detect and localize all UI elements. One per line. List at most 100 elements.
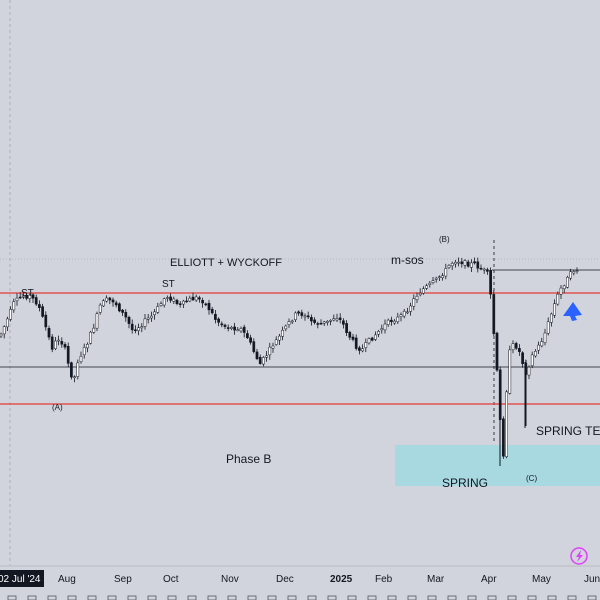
candle-body: [527, 366, 531, 376]
candle-body: [313, 319, 316, 323]
candle-body: [370, 337, 374, 341]
toolbar-tool-icon[interactable]: [567, 595, 577, 600]
candle-body: [242, 326, 246, 333]
candle-body: [476, 261, 480, 269]
candle-body: [281, 330, 284, 337]
candle-body: [367, 338, 371, 344]
candle-body: [201, 300, 204, 304]
msos-label: m-sos: [391, 253, 424, 267]
candle-body: [111, 299, 115, 303]
toolbar-tool-icon[interactable]: [427, 595, 437, 600]
toolbar-tool-icon[interactable]: [327, 595, 337, 600]
candle-body: [57, 339, 60, 342]
candle-body: [534, 350, 537, 357]
drawing-toolbar-strip[interactable]: [0, 594, 600, 600]
toolbar-tool-icon[interactable]: [87, 595, 97, 600]
toolbar-tool-icon[interactable]: [47, 595, 57, 600]
candles-group: [0, 257, 579, 466]
toolbar-tool-icon[interactable]: [587, 595, 597, 600]
candle-body: [73, 376, 76, 378]
time-axis-tick-label: Oct: [163, 574, 179, 585]
start-date-badge: [0, 570, 44, 587]
toolbar-tool-icon[interactable]: [447, 595, 457, 600]
toolbar-tool-icon[interactable]: [347, 595, 357, 600]
candle-body: [134, 329, 137, 332]
candle-body: [262, 357, 265, 365]
candle-body: [518, 348, 521, 353]
candle-body: [41, 306, 44, 317]
toolbar-tool-icon[interactable]: [7, 595, 17, 600]
toolbar-tool-icon[interactable]: [367, 595, 377, 600]
toolbar-tool-icon[interactable]: [187, 595, 197, 600]
start-date-label: 02 Jul '24: [0, 574, 41, 585]
toolbar-tool-icon[interactable]: [267, 595, 277, 600]
candle-body: [294, 312, 297, 320]
toolbar-tool-icon[interactable]: [467, 595, 477, 600]
candle-body: [486, 269, 489, 272]
toolbar-tool-icon[interactable]: [127, 595, 137, 600]
candle-body: [364, 342, 368, 348]
candle-body: [140, 326, 144, 329]
toolbar-tool-icon[interactable]: [227, 595, 237, 600]
candle-body: [153, 311, 156, 316]
spring-zone: [395, 445, 600, 486]
candle-body: [495, 332, 499, 371]
candle-body: [406, 311, 409, 314]
toolbar-tool-icon[interactable]: [547, 595, 557, 600]
candle-body: [514, 343, 518, 349]
candle-body: [217, 318, 220, 323]
toolbar-tool-icon[interactable]: [107, 595, 117, 600]
toolbar-tool-icon[interactable]: [527, 595, 537, 600]
candle-body: [182, 300, 185, 305]
candle-body: [540, 341, 544, 347]
toolbar-tool-icon[interactable]: [167, 595, 177, 600]
toolbar-tool-icon[interactable]: [287, 595, 297, 600]
candle-body: [172, 298, 176, 302]
toolbar-tool-icon[interactable]: [27, 595, 37, 600]
candle-body: [390, 319, 393, 322]
candle-body: [543, 332, 547, 343]
toolbar-tool-icon[interactable]: [67, 595, 77, 600]
candle-body: [386, 319, 390, 325]
candle-body: [82, 347, 86, 356]
candle-body: [454, 262, 457, 265]
candle-body: [521, 352, 524, 365]
candle-body: [556, 294, 560, 305]
toolbar-tool-icon[interactable]: [387, 595, 397, 600]
toolbar-tool-icon[interactable]: [487, 595, 497, 600]
candle-body: [396, 316, 400, 322]
candle-body: [550, 313, 553, 323]
candle-body: [54, 340, 57, 349]
candle-body: [220, 323, 224, 326]
candle-body: [562, 285, 566, 290]
lightning-badge-icon[interactable]: [570, 547, 588, 565]
candle-body: [121, 309, 124, 313]
time-axis-tick-label: Dec: [276, 574, 294, 585]
candle-body: [76, 362, 80, 377]
toolbar-tool-icon[interactable]: [507, 595, 517, 600]
candle-body: [303, 315, 307, 318]
toolbar-tool-icon[interactable]: [207, 595, 217, 600]
candle-body: [300, 312, 304, 316]
candle-body: [409, 305, 412, 312]
candle-body: [86, 344, 89, 349]
spring-test-label: SPRING TEST: [536, 424, 600, 438]
time-axis-tick-label: Aug: [58, 574, 76, 585]
toolbar-tool-icon[interactable]: [407, 595, 417, 600]
candle-body: [105, 297, 108, 302]
toolbar-tool-icon[interactable]: [247, 595, 257, 600]
time-axis-tick-label: Nov: [221, 574, 239, 585]
candle-body: [191, 296, 195, 301]
candle-body: [489, 269, 492, 295]
candle-body: [226, 327, 230, 329]
toolbar-tool-icon[interactable]: [147, 595, 157, 600]
candle-body: [351, 336, 355, 340]
candle-body: [47, 328, 51, 338]
candle-body: [102, 300, 105, 307]
candle-body: [393, 320, 396, 324]
candle-body: [457, 261, 460, 264]
candle-body: [108, 297, 112, 301]
toolbar-tool-icon[interactable]: [307, 595, 317, 600]
candle-body: [255, 351, 259, 360]
